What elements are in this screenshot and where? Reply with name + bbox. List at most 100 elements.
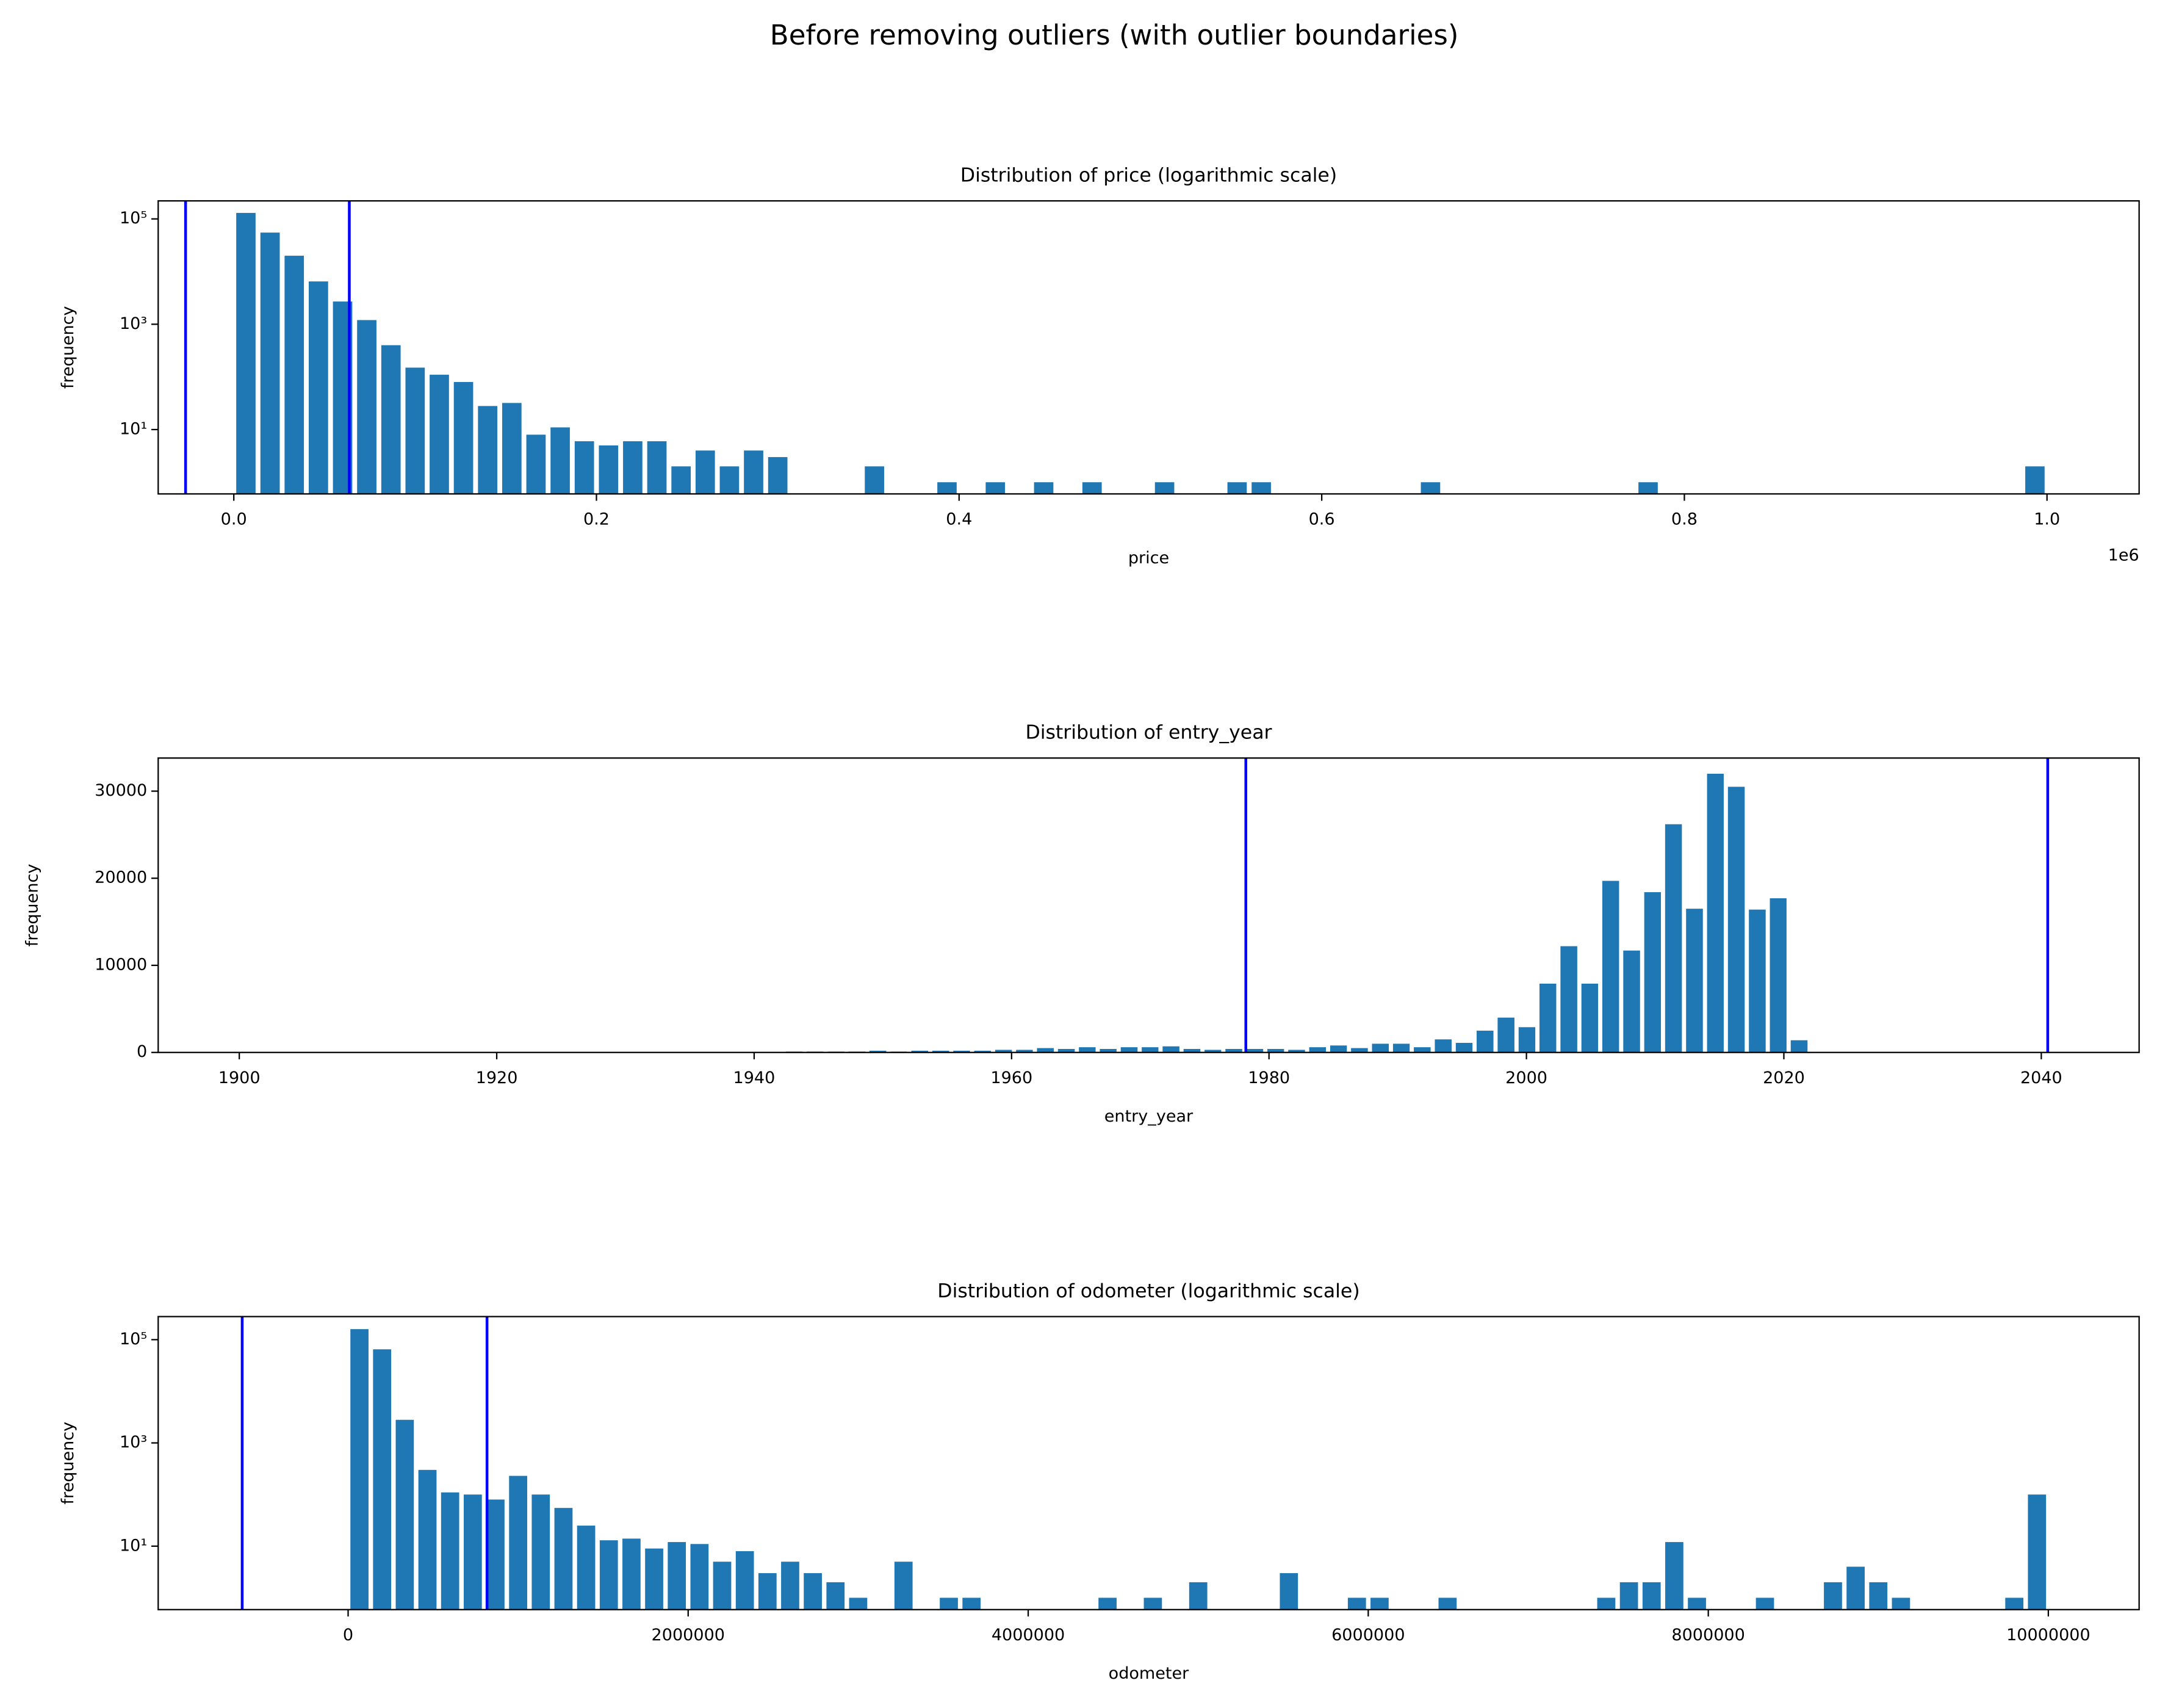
bar: [373, 1349, 392, 1610]
bar: [1686, 909, 1703, 1053]
bar: [1392, 1043, 1410, 1053]
bar: [744, 450, 763, 494]
bar: [671, 466, 691, 494]
bar: [284, 256, 304, 494]
bar: [599, 1540, 618, 1610]
y-axis-label: frequency: [59, 306, 77, 389]
axes-frame: [157, 757, 2140, 1053]
bar: [260, 232, 280, 494]
bar: [1079, 1047, 1096, 1053]
x-tick-label: 4000000: [992, 1626, 1065, 1645]
bar: [1225, 1048, 1242, 1053]
bar: [1142, 1047, 1159, 1053]
bar: [2005, 1598, 2024, 1610]
bar: [478, 406, 498, 494]
bar: [550, 427, 570, 494]
y-tick-label: 10⁵: [120, 1330, 147, 1349]
bar: [531, 1494, 550, 1610]
bar: [781, 1562, 799, 1610]
bar: [1665, 824, 1682, 1053]
bar: [1727, 787, 1745, 1053]
bar: [599, 445, 619, 494]
bar: [1581, 983, 1599, 1053]
bar: [2028, 1494, 2047, 1610]
bar: [1251, 482, 1271, 494]
bar: [1351, 1048, 1368, 1053]
bar: [486, 1499, 505, 1610]
x-tick-label: 6000000: [1331, 1626, 1405, 1645]
x-tick-label: 0.8: [1671, 510, 1698, 529]
x-tick-label: 2000000: [652, 1626, 725, 1645]
bar: [1846, 1566, 1865, 1610]
bar: [645, 1548, 663, 1610]
bar: [826, 1582, 845, 1610]
x-tick-label: 0.0: [221, 510, 247, 529]
bar: [1037, 1048, 1054, 1053]
bar: [502, 403, 522, 494]
bar: [1016, 1050, 1033, 1053]
bar: [441, 1492, 459, 1610]
x-tick-label: 1900: [218, 1068, 261, 1087]
bar: [1749, 909, 1766, 1053]
y-tick-label: 0: [137, 1042, 147, 1061]
bar: [1824, 1582, 1842, 1610]
x-axis-label: price: [1128, 549, 1169, 568]
figure-title: Before removing outliers (with outlier b…: [770, 19, 1459, 51]
bar: [622, 1538, 641, 1610]
bar: [932, 1050, 949, 1053]
bar: [1288, 1050, 1305, 1053]
bar: [768, 457, 788, 494]
bar: [985, 482, 1006, 494]
bar: [1082, 482, 1102, 494]
bar: [577, 1526, 596, 1610]
bar: [1189, 1582, 1208, 1610]
bar: [1347, 1598, 1366, 1610]
x-tick-label: 1.0: [2034, 510, 2060, 529]
bar: [735, 1551, 754, 1610]
bar: [1892, 1598, 1910, 1610]
bar: [1309, 1047, 1327, 1053]
y-tick-label: 10⁵: [120, 209, 147, 228]
bar: [1098, 1598, 1117, 1610]
bar: [1057, 1048, 1075, 1053]
x-tick-label: 0.6: [1309, 510, 1335, 529]
y-tick-label: 10000: [95, 955, 147, 974]
bar: [453, 382, 474, 494]
bar: [995, 1050, 1012, 1053]
bar: [1267, 1048, 1284, 1053]
bar: [1370, 1598, 1389, 1610]
bar: [309, 281, 328, 494]
x-tick-label: 2040: [2020, 1068, 2062, 1087]
y-tick-label: 10³: [120, 314, 147, 333]
bar: [804, 1573, 822, 1610]
bar: [350, 1329, 369, 1610]
bar: [1246, 1048, 1264, 1053]
bar: [1644, 892, 1661, 1053]
bar: [1438, 1598, 1457, 1610]
y-tick-label: 20000: [95, 868, 147, 887]
bar: [1619, 1582, 1638, 1610]
bar: [1560, 946, 1577, 1053]
x-tick-label: 0.4: [946, 510, 972, 529]
bar: [974, 1050, 992, 1053]
bar: [849, 1598, 868, 1610]
bar: [1755, 1598, 1774, 1610]
bar: [1227, 482, 1247, 494]
bar: [865, 466, 884, 494]
bar: [1205, 1050, 1222, 1053]
bar: [463, 1494, 482, 1610]
bar: [1665, 1542, 1683, 1610]
x-axis-label: odometer: [1109, 1664, 1189, 1683]
bar: [937, 482, 957, 494]
bar: [236, 212, 256, 494]
bar: [1414, 1047, 1431, 1053]
y-axis-label: frequency: [59, 1422, 77, 1505]
bar: [381, 345, 401, 494]
x-tick-label: 0: [343, 1626, 353, 1645]
bar: [2025, 466, 2045, 494]
bar: [526, 434, 546, 494]
bar: [1435, 1039, 1452, 1053]
bar: [1330, 1045, 1347, 1053]
bar: [719, 466, 740, 494]
